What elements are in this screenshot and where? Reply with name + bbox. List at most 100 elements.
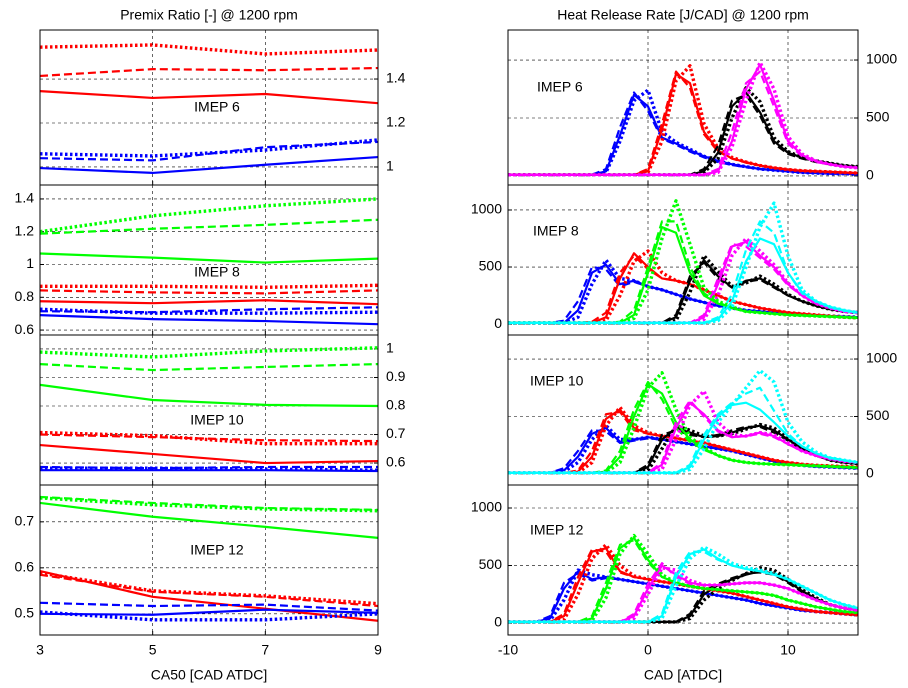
data-line	[40, 433, 378, 443]
data-line	[40, 469, 378, 473]
data-line	[40, 383, 378, 408]
y-tick-label: 1.4	[15, 190, 35, 206]
data-line	[40, 601, 378, 612]
data-line	[40, 314, 378, 326]
frame	[39, 484, 379, 636]
panel: 0 500 1000 IMEP 6 Heat Release Rate [J/CAD] …	[507, 7, 897, 186]
series-group	[508, 199, 858, 325]
data-line	[40, 569, 378, 622]
y-tick-label: 0.9	[386, 368, 406, 384]
y-tick-label: 1.2	[15, 222, 35, 238]
data-line	[508, 70, 858, 176]
data-line	[40, 362, 378, 372]
data-line	[508, 568, 858, 624]
data-line	[40, 610, 378, 622]
data-line	[508, 64, 858, 177]
data-line	[40, 573, 378, 608]
series-group	[508, 368, 858, 475]
panel: -10 0 10 0 500 1000 IMEP 12 CAD [ATDC]	[471, 484, 859, 683]
annotation: IMEP 10	[190, 412, 244, 428]
x-tick-label: -10	[498, 642, 518, 658]
y-tick-label: 0.5	[15, 605, 35, 621]
data-line	[40, 90, 378, 105]
annotation: IMEP 12	[190, 542, 244, 558]
data-line	[508, 60, 858, 177]
plot-area	[508, 335, 858, 485]
data-line	[40, 155, 378, 175]
panel: 0.6 0.8 1 1.2 1.4 IMEP 8	[15, 184, 379, 337]
annotation: IMEP 8	[194, 264, 240, 280]
x-tick-label: 0	[644, 642, 652, 658]
data-line	[40, 465, 378, 470]
data-line	[508, 399, 858, 474]
data-line	[508, 91, 858, 176]
data-line	[40, 495, 378, 511]
data-line	[40, 197, 378, 234]
data-line	[40, 140, 378, 162]
annotation: IMEP 6	[194, 99, 240, 115]
data-line	[508, 566, 858, 624]
y-tick-label: 500	[479, 258, 503, 274]
data-line	[40, 218, 378, 235]
y-tick-label: 500	[866, 109, 890, 125]
x-tick-label: 9	[374, 642, 382, 658]
annotation: IMEP 6	[537, 79, 583, 95]
series-group	[40, 495, 378, 622]
y-tick-label: 1000	[471, 201, 502, 217]
y-tick-label: 500	[479, 556, 503, 572]
y-tick-label: 500	[866, 407, 890, 423]
data-line	[40, 43, 378, 56]
data-line	[40, 283, 378, 289]
data-line	[508, 253, 858, 325]
series-group	[508, 60, 858, 177]
y-tick-label: 0	[866, 465, 874, 481]
data-line	[508, 571, 858, 623]
y-tick-label: 0.6	[15, 559, 35, 575]
panel: 0.6 0.7 0.8 0.9 1 IMEP 10	[39, 334, 406, 486]
x-axis-label: CA50 [CAD ATDC]	[151, 667, 267, 683]
series-group	[40, 43, 378, 175]
x-tick-label: 5	[149, 642, 157, 658]
y-tick-label: 0.8	[15, 288, 35, 304]
data-line	[40, 307, 378, 315]
data-line	[508, 368, 858, 475]
data-line	[508, 201, 858, 325]
series-group	[508, 533, 858, 624]
data-line	[40, 299, 378, 306]
x-tick-label: 7	[261, 642, 269, 658]
x-axis-label: CAD [ATDC]	[644, 667, 722, 683]
data-line	[40, 66, 378, 78]
y-tick-label: 0.7	[386, 425, 406, 441]
data-line	[40, 306, 378, 314]
y-tick-label: 0.8	[386, 397, 406, 413]
annotation: IMEP 12	[530, 522, 584, 538]
y-tick-label: 1	[26, 255, 34, 271]
y-tick-label: 1	[386, 158, 394, 174]
plot-area	[508, 185, 858, 335]
data-line	[40, 346, 378, 359]
x-tick-label: 3	[36, 642, 44, 658]
plot-area	[40, 30, 378, 185]
series-group	[40, 346, 378, 473]
y-tick-label: 0	[866, 167, 874, 183]
data-line	[40, 501, 378, 540]
frame	[507, 484, 859, 636]
data-line	[40, 443, 378, 465]
data-line	[508, 88, 858, 177]
annotation: IMEP 8	[533, 223, 579, 239]
panel: 3 5 7 9 0.5 0.6 0.7 IMEP 12 CA50 [CAD ATDC]	[15, 484, 382, 683]
chart-title: Heat Release Rate [J/CAD] @ 1200 rpm	[557, 7, 809, 23]
panel: 1 1.2 1.4 IMEP 6 Premix Ratio [-] @ 1200 rpm	[39, 7, 406, 186]
y-tick-label: 1.2	[386, 114, 406, 130]
data-line	[40, 252, 378, 264]
y-tick-label: 1000	[866, 51, 897, 67]
y-tick-label: 0.6	[386, 454, 406, 470]
y-tick-label: 0.6	[15, 321, 35, 337]
plot-area	[40, 335, 378, 485]
y-tick-label: 0	[494, 614, 502, 630]
data-line	[508, 389, 858, 475]
data-line	[508, 371, 858, 475]
series-group	[40, 197, 378, 326]
